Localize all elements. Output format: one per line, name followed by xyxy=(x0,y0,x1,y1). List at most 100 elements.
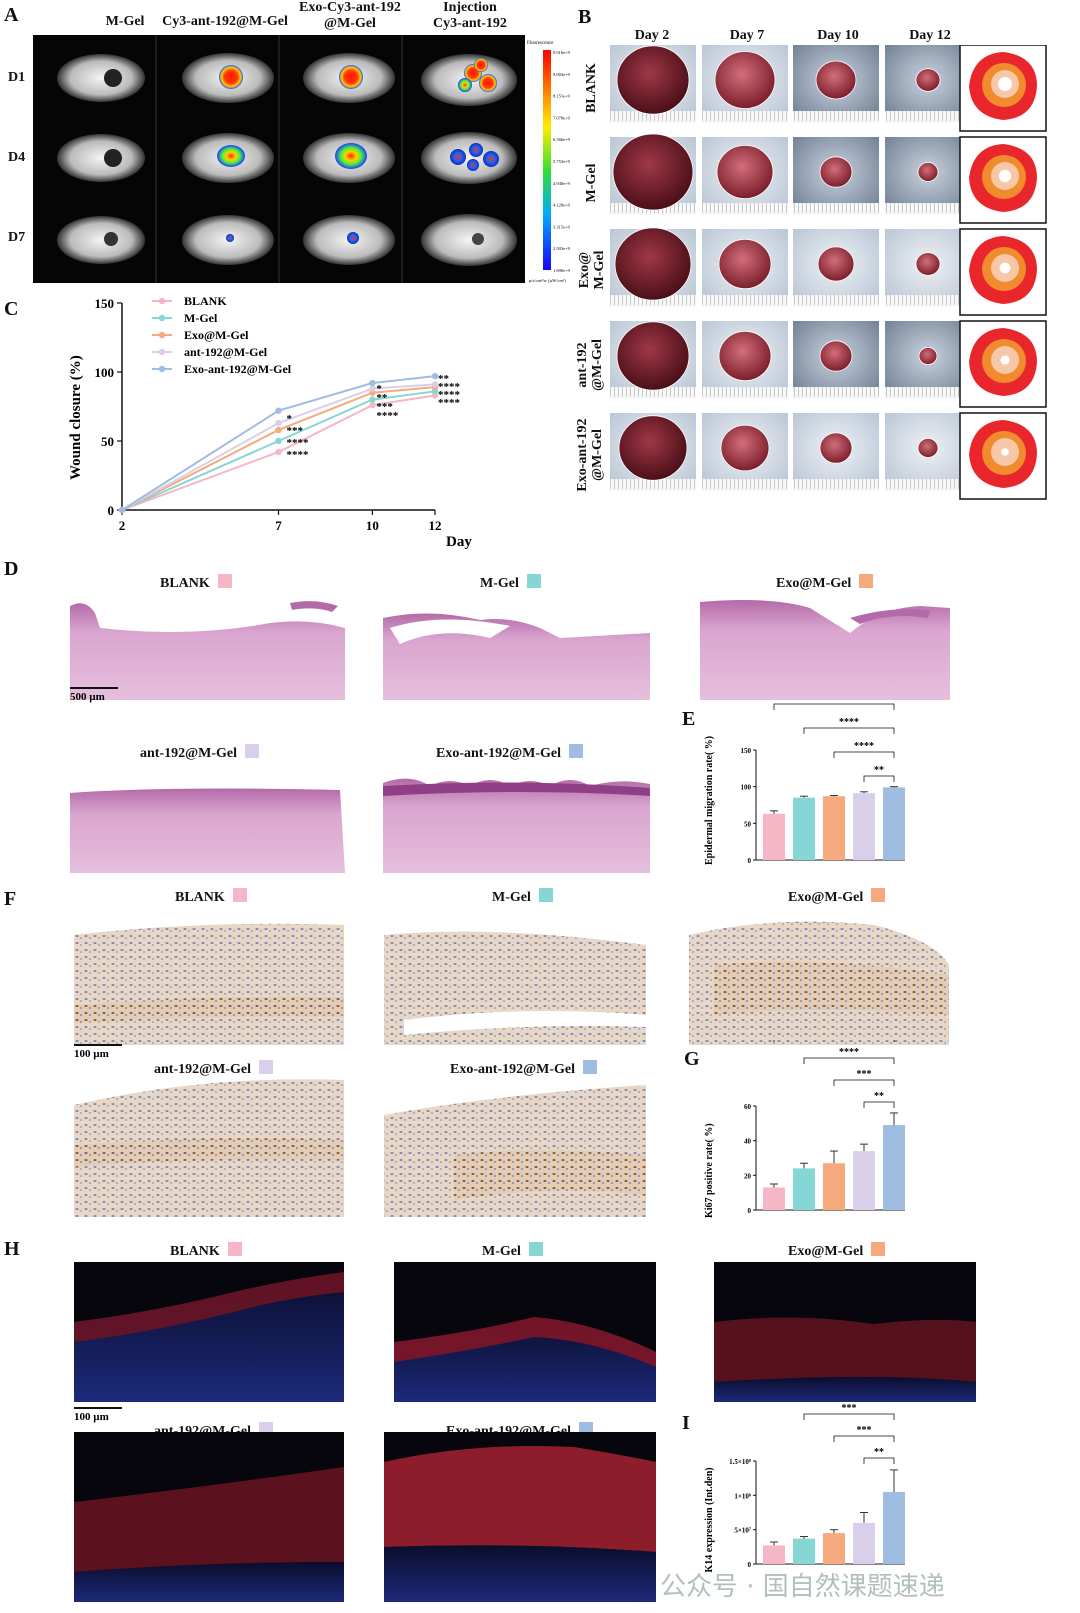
a-colorbar-tick: 4.128e+9 xyxy=(553,203,571,208)
bar-sig: **** xyxy=(839,1047,859,1058)
c-point xyxy=(118,506,126,514)
c-sig-label: ** xyxy=(376,392,388,404)
watermark: 公众号 · 国自然课题速递 xyxy=(660,1572,945,1602)
b-row-mgel: M-Gel xyxy=(584,163,599,203)
c-xtick: 10 xyxy=(366,518,379,533)
a-colorbar-tick: 9.003e+9 xyxy=(553,72,571,77)
b-row-ant: ant-192 @M-Gel xyxy=(575,339,605,391)
bar-ytick: 1×10⁸ xyxy=(734,1492,751,1500)
c-ytick: 0 xyxy=(108,503,115,518)
f-title-exoant: Exo-ant-192@M-Gel xyxy=(450,1060,598,1078)
bar-ytick: 150 xyxy=(741,747,752,755)
bar-ytick: 60 xyxy=(744,1103,752,1111)
a-colorbar: Fluorescence 9.616e+9 9.003e+9 8.151e+9 7.0… xyxy=(527,41,571,283)
bar xyxy=(853,1151,875,1210)
b-col-day10: Day 10 xyxy=(817,28,859,43)
c-point xyxy=(275,419,282,427)
ki67-chart: Ki67 positive rate( %)0204060***********… xyxy=(704,1040,905,1218)
a-colorbar-unit: p/s/cm²/sr (µW/cm²) xyxy=(529,278,566,283)
a-colorbar-title: Fluorescence xyxy=(527,41,554,46)
epidermal-migration-chart: Epidermal migration rate( %) 050100150***… xyxy=(704,700,905,865)
a-colorbar-tick: 3.315e+9 xyxy=(553,224,571,229)
c-sig-label: **** xyxy=(438,389,461,401)
b-col-day12: Day 12 xyxy=(909,28,951,43)
bar-ytick: 5×10⁷ xyxy=(734,1527,751,1535)
c-sig-label: **** xyxy=(376,410,399,422)
panel-label-a: A xyxy=(4,4,19,26)
f-title-blank: BLANK xyxy=(175,888,247,906)
c-series-line xyxy=(121,383,436,511)
c-legend-entry: Exo-ant-192@M-Gel xyxy=(184,362,292,376)
bar xyxy=(853,1522,875,1564)
b-col-day2: Day 2 xyxy=(634,28,670,43)
c-legend-entry: Exo@M-Gel xyxy=(184,328,249,342)
c-ytick: 150 xyxy=(95,296,115,311)
a-colorbar-tick: 1.690e+9 xyxy=(553,268,571,273)
a-colorbar-tick: 5.753e+9 xyxy=(553,159,571,164)
d-title-blank: BLANK xyxy=(160,574,232,592)
c-point xyxy=(369,396,376,403)
bar xyxy=(763,813,785,860)
c-point xyxy=(275,407,282,414)
k14-chart: K14 expression (Int.den) 0 5×10⁷ 1×10⁸ 1.5×1… xyxy=(704,1404,905,1573)
bar xyxy=(763,1187,785,1210)
a-col-title-1: M-Gel xyxy=(105,14,145,29)
h-title-exo: Exo@M-Gel xyxy=(788,1242,886,1260)
c-point xyxy=(369,385,376,392)
c-sig-label: **** xyxy=(287,449,310,461)
b-row-exoant: Exo-ant-192 @M-Gel xyxy=(575,418,605,492)
bar xyxy=(793,1538,815,1564)
c-ytick: 100 xyxy=(95,365,115,380)
panel-label-c: C xyxy=(4,298,19,320)
a-colorbar-tick: 4.940e+9 xyxy=(553,181,571,186)
c-xlabel: Day xyxy=(446,534,472,550)
d-scale-bar: 500 µm xyxy=(70,691,105,703)
panel-label-e: E xyxy=(682,708,696,730)
c-sig-label: **** xyxy=(438,381,461,393)
c-ytick: 50 xyxy=(101,434,114,449)
c-sig-label: ** xyxy=(438,373,450,385)
a-colorbar-tick: 6.566e+9 xyxy=(553,137,571,142)
c-xtick: 12 xyxy=(429,518,442,533)
c-point xyxy=(369,379,376,387)
c-xtick: 2 xyxy=(119,518,126,533)
panel-label-g: G xyxy=(684,1048,700,1070)
bar-sig: **** xyxy=(839,717,859,728)
bar-ytick: 50 xyxy=(744,820,752,828)
a-colorbar-tick: 2.503e+9 xyxy=(553,246,571,251)
c-point xyxy=(431,372,439,380)
bar-sig: **** xyxy=(854,741,874,752)
d-title-exo: Exo@M-Gel xyxy=(776,574,874,592)
f-title-mgel: M-Gel xyxy=(492,888,553,906)
bar-sig: *** xyxy=(857,1069,872,1080)
d-title-mgel: M-Gel xyxy=(480,574,541,592)
c-sig-label: * xyxy=(376,383,382,395)
bar xyxy=(793,797,815,860)
ivis-image-grid xyxy=(33,35,525,283)
bar xyxy=(883,1125,905,1210)
bar-ytick: 1.5×10⁸ xyxy=(729,1458,751,1466)
he-staining-images: 500 µm xyxy=(70,600,950,873)
bar xyxy=(853,793,875,860)
bar-ytick: 100 xyxy=(741,784,752,792)
bar xyxy=(823,1163,845,1210)
wound-closure-chart: Wound closure (%) 0 50 100 150 2 7 10 12 BLANK M… xyxy=(68,294,472,550)
c-legend-entry: M-Gel xyxy=(184,311,218,325)
bar-ytick: 0 xyxy=(748,857,752,865)
c-ylabel: Wound closure (%) xyxy=(68,355,84,480)
bar-ytick: 0 xyxy=(748,1561,752,1569)
a-col-title-3: Exo-Cy3-ant-192 @M-Gel xyxy=(299,0,401,31)
a-colorbar-tick: 7.078e+9 xyxy=(553,115,571,120)
bar-ytick: 0 xyxy=(748,1207,752,1215)
a-row-d4: D4 xyxy=(8,150,26,165)
c-series-line xyxy=(121,390,436,511)
panel-label-d: D xyxy=(4,558,19,580)
wound-photo-grid xyxy=(610,45,1047,500)
c-legend-entry: ant-192@M-Gel xyxy=(184,345,268,359)
bar-sig: **** xyxy=(824,700,844,704)
panel-label-b: B xyxy=(578,6,592,28)
bar xyxy=(793,1168,815,1210)
bar xyxy=(823,1533,845,1564)
c-point xyxy=(431,381,439,388)
c-sig-label: **** xyxy=(438,397,461,409)
